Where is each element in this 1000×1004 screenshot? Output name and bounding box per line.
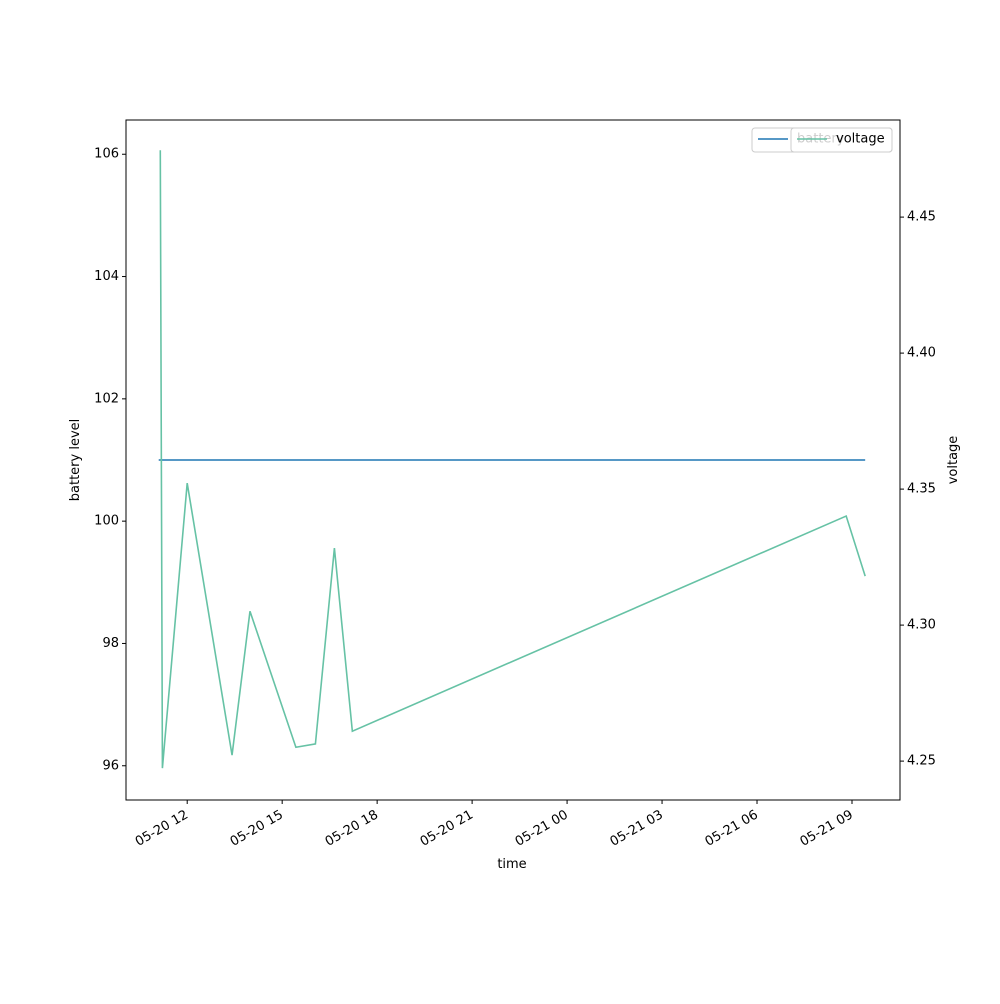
y-axis-label: battery level — [68, 419, 83, 502]
x-tick-label: 05-20 15 — [228, 808, 286, 850]
x-tick-label: 05-21 00 — [513, 808, 571, 850]
x-tick-label: 05-20 18 — [323, 808, 381, 850]
y2-tick-label: 4.40 — [907, 346, 936, 361]
y2-axis-label: voltage — [946, 436, 961, 485]
y2-tick-label: 4.30 — [907, 618, 936, 633]
y-tick-label: 96 — [102, 758, 119, 773]
y-tick-label: 102 — [94, 391, 119, 406]
series-line — [159, 150, 866, 769]
y-tick-label: 98 — [102, 636, 119, 651]
y-tick-label: 104 — [94, 269, 119, 284]
x-tick-label: 05-20 21 — [418, 808, 476, 850]
x-tick-label: 05-21 06 — [703, 808, 761, 850]
y-tick-label: 100 — [94, 514, 119, 529]
y-tick-label: 106 — [94, 147, 119, 162]
x-tick-label: 05-21 09 — [798, 808, 856, 850]
x-axis-label: time — [497, 857, 526, 872]
y2-tick-label: 4.35 — [907, 482, 936, 497]
legend-box — [790, 127, 893, 153]
legend-label: voltage — [836, 132, 885, 147]
y2-tick-label: 4.45 — [907, 210, 936, 225]
plot-frame — [125, 119, 901, 801]
y2-tick-label: 4.25 — [907, 754, 936, 769]
x-tick-label: 05-20 12 — [133, 808, 191, 850]
x-tick-label: 05-21 03 — [608, 808, 666, 850]
